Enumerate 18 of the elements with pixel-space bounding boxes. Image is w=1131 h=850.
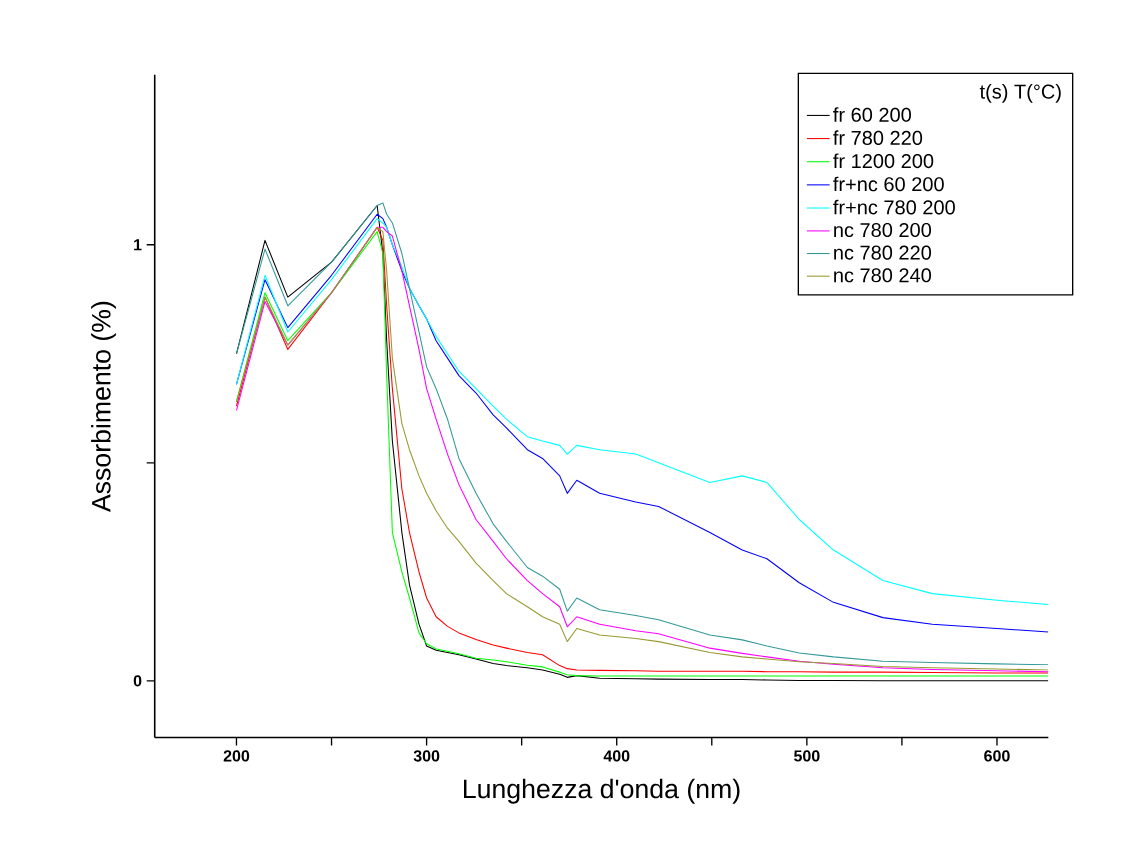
y-tick-label: 0	[133, 675, 142, 687]
x-axis-title: Lunghezza d'onda (nm)	[464, 778, 740, 804]
legend-label: fr 60 200	[833, 107, 911, 123]
legend-label: fr+nc 780 200	[833, 199, 955, 215]
legend-label: fr+nc 60 200	[833, 176, 944, 192]
legend-label: nc 780 220	[834, 245, 932, 260]
legend-title: t(s) T(°C)	[979, 84, 1061, 103]
x-tick-label: 600	[984, 750, 1010, 762]
legend-label: nc 780 200	[834, 223, 932, 238]
legend-label: nc 780 240	[834, 268, 932, 283]
x-tick-label: 400	[603, 750, 630, 762]
x-tick-label: 200	[223, 750, 250, 762]
x-tick-label: 500	[794, 750, 820, 762]
legend-label: fr 780 220	[833, 130, 923, 146]
y-tick-label: 1	[134, 239, 142, 251]
legend-label: fr 1200 200	[833, 153, 934, 169]
x-tick-label: 300	[413, 750, 440, 762]
y-axis-title: Assorbimento (%)	[91, 302, 116, 513]
